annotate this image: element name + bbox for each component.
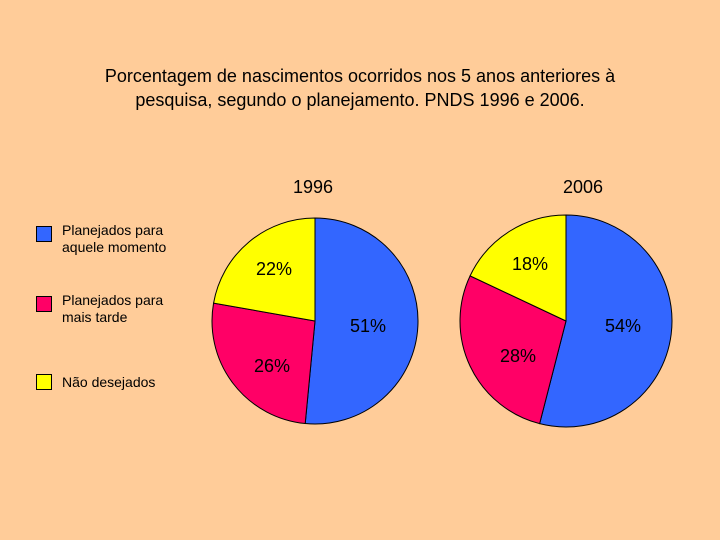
pie-2006-slice-0	[539, 214, 673, 428]
legend-swatch-red	[36, 296, 52, 312]
pie-2006-label-1: 28%	[500, 346, 536, 366]
pie-title-1996: 1996	[293, 177, 333, 197]
pie-1996-slice-1	[211, 302, 316, 425]
legend-label: Não desejados	[62, 374, 156, 390]
pie-2006-slice-2	[469, 214, 567, 322]
title-line-2: pesquisa, segundo o planejamento. PNDS 1…	[135, 90, 585, 110]
legend-swatch-blue	[36, 226, 52, 242]
legend-label: Planejados para aquele momento	[62, 222, 167, 255]
legend-swatch-yellow	[36, 374, 52, 390]
pie-1996-label-2: 22%	[256, 259, 292, 279]
pie-2006-slice-1	[459, 275, 567, 425]
pie-2006-label-2: 18%	[512, 254, 548, 274]
pie-1996-slice-2	[212, 217, 316, 322]
pie-1996-slice-0	[304, 217, 419, 425]
pie-title-2006: 2006	[563, 177, 603, 197]
pie-2006-label-0: 54%	[605, 316, 641, 336]
legend-label: Planejados para mais tarde	[62, 292, 164, 325]
pie-1996-label-1: 26%	[254, 356, 290, 376]
title-line-1: Porcentagem de nascimentos ocorridos nos…	[104, 66, 616, 86]
pie-1996-label-0: 51%	[350, 316, 386, 336]
chart-title: Porcentagem de nascimentos ocorridos nos…	[40, 64, 680, 112]
